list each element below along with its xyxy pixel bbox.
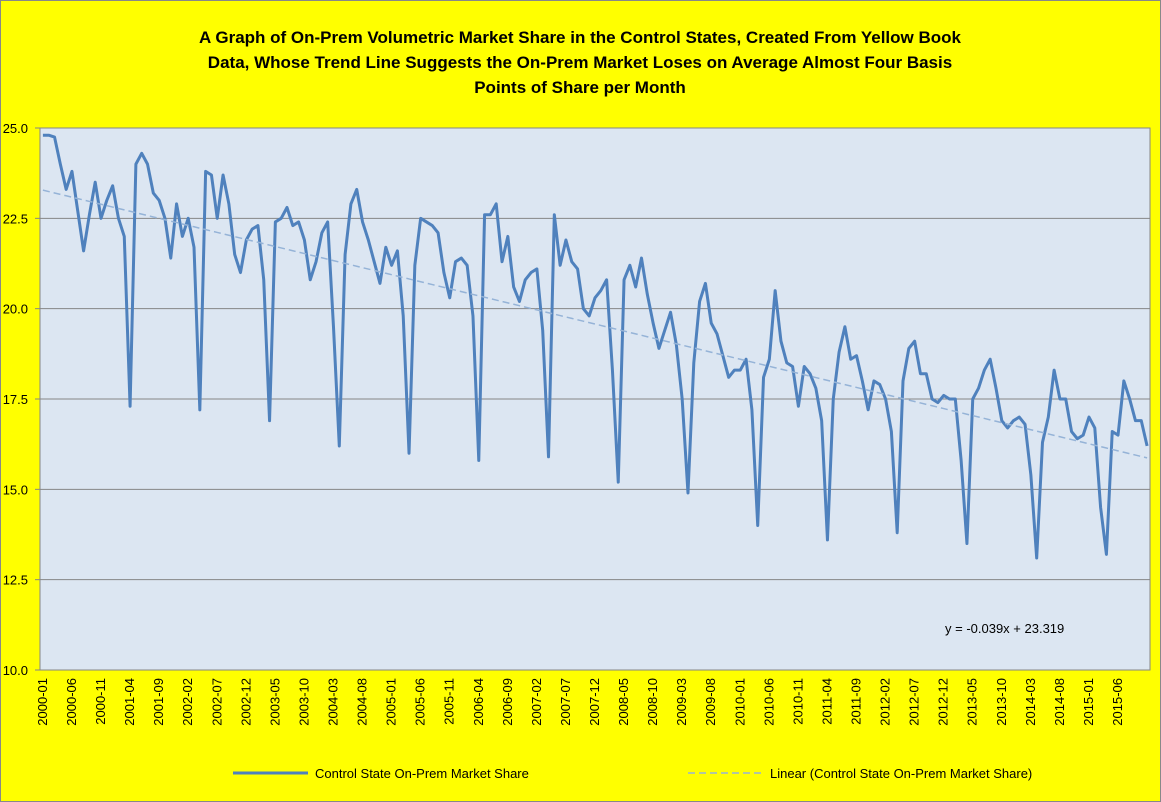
x-tick-label: 2013-10	[994, 678, 1009, 726]
x-tick-label: 2001-04	[122, 678, 137, 726]
x-tick-label: 2000-06	[64, 678, 79, 726]
x-tick-label: 2014-08	[1052, 678, 1067, 726]
y-tick-label: 22.5	[3, 211, 28, 226]
x-tick-label: 2006-09	[500, 678, 515, 726]
x-tick-label: 2012-12	[936, 678, 951, 726]
x-tick-label: 2004-03	[325, 678, 340, 726]
x-tick-label: 2002-07	[209, 678, 224, 726]
x-tick-label: 2000-11	[93, 678, 108, 725]
x-tick-label: 2009-03	[674, 678, 689, 726]
x-tick-label: 2006-04	[471, 678, 486, 726]
x-tick-label: 2008-05	[616, 678, 631, 726]
x-tick-label: 2009-08	[703, 678, 718, 726]
x-tick-label: 2005-11	[442, 678, 457, 725]
trend-line	[42, 189, 1148, 459]
x-tick-label: 2005-06	[413, 678, 428, 726]
x-tick-label: 2012-07	[907, 678, 922, 726]
y-tick-label: 20.0	[3, 302, 28, 317]
x-tick-label: 2011-09	[849, 678, 864, 725]
chart-title: A Graph of On-Prem Volumetric Market Sha…	[199, 28, 962, 47]
x-tick-label: 2010-06	[761, 678, 776, 726]
x-tick-label: 2001-09	[151, 678, 166, 726]
y-tick-label: 17.5	[3, 392, 28, 407]
x-tick-label: 2004-08	[355, 678, 370, 726]
x-tick-label: 2010-11	[790, 678, 805, 725]
x-tick-label: 2002-02	[180, 678, 195, 726]
legend-label: Linear (Control State On-Prem Market Sha…	[770, 766, 1032, 781]
x-tick-label: 2015-06	[1110, 678, 1125, 726]
x-tick-label: 2007-12	[587, 678, 602, 726]
trend-equation: y = -0.039x + 23.319	[945, 621, 1064, 636]
x-tick-label: 2005-01	[384, 678, 399, 726]
chart-title: Points of Share per Month	[474, 78, 686, 97]
x-tick-label: 2015-01	[1081, 678, 1096, 726]
data-line	[42, 133, 1149, 560]
x-tick-label: 2012-02	[878, 678, 893, 726]
x-tick-label: 2013-05	[965, 678, 980, 726]
x-tick-label: 2011-04	[819, 678, 834, 725]
x-tick-label: 2003-05	[267, 678, 282, 726]
x-tick-label: 2007-07	[558, 678, 573, 726]
y-tick-label: 10.0	[3, 663, 28, 678]
x-tick-label: 2007-02	[529, 678, 544, 726]
x-tick-label: 2003-10	[296, 678, 311, 726]
chart-title: Data, Whose Trend Line Suggests the On-P…	[208, 53, 952, 72]
y-tick-label: 12.5	[3, 573, 28, 588]
y-tick-label: 15.0	[3, 482, 28, 497]
legend-label: Control State On-Prem Market Share	[315, 766, 529, 781]
x-tick-label: 2008-10	[645, 678, 660, 726]
x-tick-label: 2000-01	[35, 678, 50, 726]
y-tick-label: 25.0	[3, 121, 28, 136]
x-tick-label: 2010-01	[732, 678, 747, 726]
x-tick-label: 2002-12	[238, 678, 253, 726]
x-tick-label: 2014-03	[1023, 678, 1038, 726]
